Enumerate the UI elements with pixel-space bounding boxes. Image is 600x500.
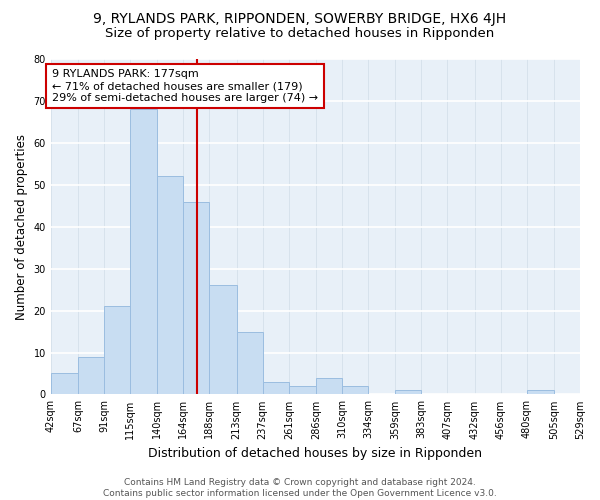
Text: Size of property relative to detached houses in Ripponden: Size of property relative to detached ho… (106, 28, 494, 40)
Bar (289, 386, 316, 394)
Bar (236, 332, 263, 394)
Bar (51, 374, 78, 394)
Bar (209, 286, 236, 395)
Bar (263, 382, 289, 394)
Bar (527, 390, 554, 394)
Bar (130, 110, 157, 395)
Bar (316, 378, 342, 394)
X-axis label: Distribution of detached houses by size in Ripponden: Distribution of detached houses by size … (148, 447, 482, 460)
Y-axis label: Number of detached properties: Number of detached properties (15, 134, 28, 320)
Bar (395, 390, 421, 394)
Text: Contains HM Land Registry data © Crown copyright and database right 2024.
Contai: Contains HM Land Registry data © Crown c… (103, 478, 497, 498)
Bar (184, 202, 209, 394)
Bar (342, 386, 368, 394)
Text: 9 RYLANDS PARK: 177sqm
← 71% of detached houses are smaller (179)
29% of semi-de: 9 RYLANDS PARK: 177sqm ← 71% of detached… (52, 70, 318, 102)
Bar (157, 176, 184, 394)
Bar (78, 356, 104, 395)
Bar (104, 306, 130, 394)
Text: 9, RYLANDS PARK, RIPPONDEN, SOWERBY BRIDGE, HX6 4JH: 9, RYLANDS PARK, RIPPONDEN, SOWERBY BRID… (94, 12, 506, 26)
